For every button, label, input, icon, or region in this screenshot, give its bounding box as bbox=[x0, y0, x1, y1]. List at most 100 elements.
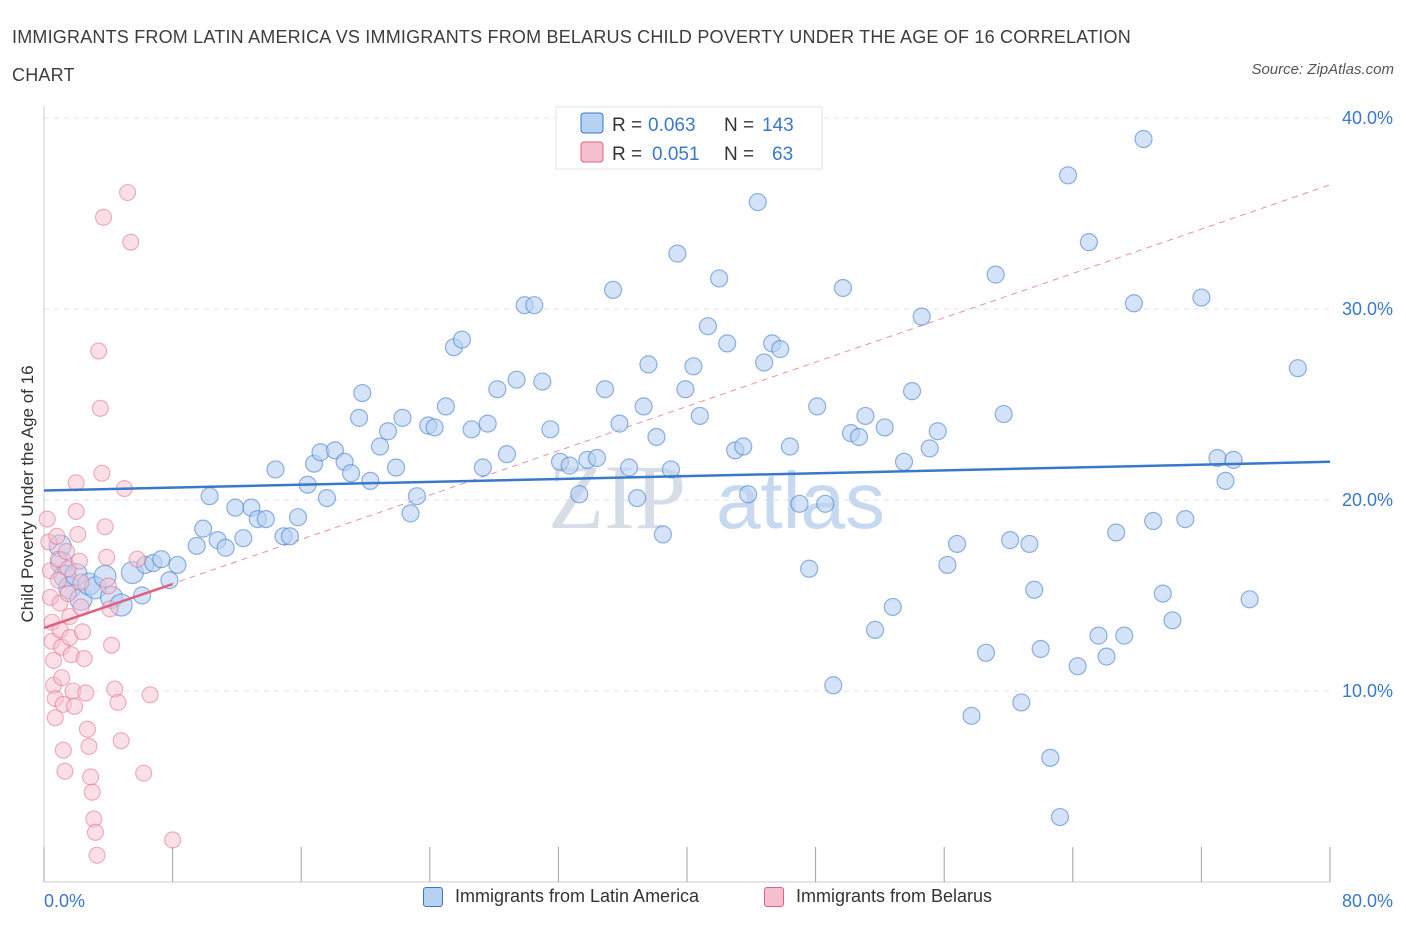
grid-lines bbox=[44, 117, 1330, 692]
data-point-belarus bbox=[72, 573, 90, 591]
legend-blue-swatch bbox=[580, 112, 604, 134]
data-point-latin-america bbox=[1079, 233, 1098, 252]
data-point-latin-america bbox=[200, 487, 219, 506]
data-point-latin-america bbox=[894, 452, 914, 471]
data-point-latin-america bbox=[393, 408, 412, 427]
data-point-belarus bbox=[70, 552, 88, 570]
data-point-latin-america bbox=[595, 380, 615, 399]
data-point-belarus bbox=[122, 233, 140, 251]
data-point-belarus bbox=[141, 686, 159, 704]
data-point-belarus bbox=[45, 651, 63, 669]
data-point-latin-america bbox=[452, 330, 472, 349]
legend-item-belarus[interactable]: Immigrants from Belarus bbox=[764, 886, 992, 907]
data-point-belarus bbox=[74, 623, 92, 641]
top-legend: R = 0.063 N = 143 R = 0.051 N = 63 bbox=[555, 106, 823, 170]
legend-blue-r-value: 0.063 bbox=[648, 115, 696, 136]
data-point-belarus bbox=[59, 585, 77, 603]
data-point-latin-america bbox=[407, 487, 427, 506]
data-point-latin-america bbox=[790, 494, 809, 513]
data-point-belarus bbox=[164, 831, 182, 849]
data-point-belarus bbox=[83, 783, 101, 801]
legend-pink-swatch bbox=[580, 141, 604, 163]
data-point-latin-america bbox=[266, 460, 285, 479]
data-point-latin-america bbox=[808, 397, 827, 416]
data-point-belarus bbox=[46, 709, 64, 727]
data-point-latin-america bbox=[1058, 166, 1078, 185]
y-tick-label: 40.0% bbox=[1342, 108, 1393, 128]
x-tick-label: 0.0% bbox=[44, 891, 85, 911]
data-point-belarus bbox=[98, 548, 116, 566]
data-point-belarus bbox=[112, 732, 130, 750]
data-point-latin-america bbox=[920, 439, 939, 458]
data-point-latin-america bbox=[1012, 693, 1031, 712]
legend-pink-r-value: 0.051 bbox=[652, 144, 700, 165]
data-point-latin-america bbox=[800, 559, 819, 578]
data-point-latin-america bbox=[668, 244, 687, 263]
legend-blue-r-label: R = bbox=[612, 115, 642, 136]
data-point-latin-america bbox=[1240, 590, 1259, 609]
data-point-belarus bbox=[93, 464, 111, 482]
data-point-latin-america bbox=[634, 397, 653, 416]
data-point-latin-america bbox=[653, 525, 672, 544]
data-point-belarus bbox=[77, 684, 95, 702]
data-point-latin-america bbox=[288, 508, 308, 527]
data-point-belarus bbox=[90, 342, 108, 360]
data-point-latin-america bbox=[507, 370, 526, 389]
data-point-latin-america bbox=[341, 464, 361, 483]
data-point-belarus bbox=[69, 525, 87, 543]
data-point-latin-america bbox=[710, 269, 729, 288]
data-point-latin-america bbox=[361, 471, 380, 490]
data-point-latin-america bbox=[938, 555, 957, 575]
data-point-belarus bbox=[38, 510, 56, 528]
data-point-belarus bbox=[49, 571, 68, 589]
data-point-latin-america bbox=[216, 538, 235, 557]
x-tick-label: 80.0% bbox=[1342, 891, 1393, 911]
y-tick-label: 20.0% bbox=[1342, 490, 1393, 510]
data-point-belarus bbox=[94, 208, 113, 226]
data-point-latin-america bbox=[1153, 584, 1172, 603]
data-point-latin-america bbox=[1025, 580, 1044, 599]
data-point-latin-america bbox=[353, 383, 372, 403]
data-point-latin-america bbox=[349, 408, 369, 427]
data-point-belarus bbox=[109, 693, 127, 712]
legend-item-latin-america[interactable]: Immigrants from Latin America bbox=[423, 886, 699, 907]
data-point-belarus bbox=[48, 527, 66, 545]
data-point-latin-america bbox=[194, 519, 213, 538]
data-point-latin-america bbox=[833, 278, 853, 298]
data-point-latin-america bbox=[473, 458, 492, 477]
data-point-latin-america bbox=[152, 550, 171, 569]
data-point-latin-america bbox=[533, 372, 552, 391]
legend-pink-n-label: N = bbox=[724, 144, 754, 165]
data-point-latin-america bbox=[587, 448, 607, 468]
legend-label-belarus: Immigrants from Belarus bbox=[796, 886, 993, 906]
data-point-latin-america bbox=[370, 437, 390, 456]
data-point-belarus bbox=[82, 768, 100, 786]
data-point-belarus bbox=[53, 669, 71, 687]
data-point-latin-america bbox=[1192, 288, 1211, 307]
data-point-latin-america bbox=[425, 418, 444, 437]
data-point-latin-america bbox=[525, 296, 544, 315]
data-point-latin-america bbox=[610, 414, 629, 433]
data-point-latin-america bbox=[280, 527, 300, 546]
data-point-belarus bbox=[56, 762, 74, 780]
pink-trend-extended bbox=[43, 184, 1331, 629]
data-point-latin-america bbox=[168, 555, 187, 575]
data-point-belarus bbox=[119, 183, 137, 202]
trend-line-belarus-extended bbox=[43, 184, 1331, 629]
data-point-latin-america bbox=[816, 494, 835, 513]
data-point-latin-america bbox=[234, 529, 253, 548]
tick-labels: 10.0% 20.0% 30.0% 40.0% 0.0% 80.0% bbox=[44, 108, 1393, 911]
series-belarus-points bbox=[38, 183, 182, 864]
legend-pink-r-label: R = bbox=[612, 144, 642, 165]
data-point-latin-america bbox=[436, 397, 455, 416]
data-point-latin-america bbox=[738, 485, 758, 504]
data-point-latin-america bbox=[986, 265, 1005, 284]
chart-title: IMMIGRANTS FROM LATIN AMERICA VS IMMIGRA… bbox=[12, 27, 1131, 85]
data-point-latin-america bbox=[256, 509, 275, 529]
data-point-latin-america bbox=[1107, 523, 1126, 542]
data-point-latin-america bbox=[690, 406, 709, 426]
data-point-belarus bbox=[65, 697, 84, 715]
data-point-latin-america bbox=[1089, 626, 1108, 645]
data-point-belarus bbox=[96, 518, 114, 536]
